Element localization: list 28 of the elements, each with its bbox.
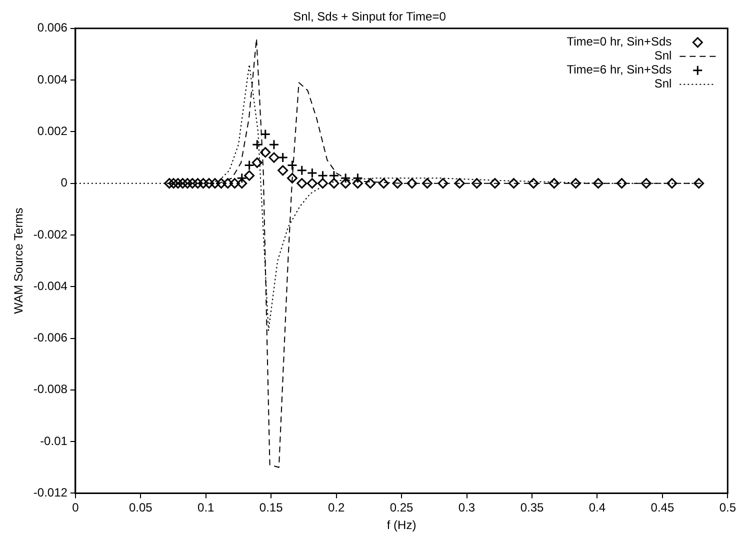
y-tick-label: -0.004 [33, 278, 68, 293]
x-tick-label: 0.25 [390, 500, 414, 515]
x-tick-label: 0.15 [259, 500, 284, 515]
x-tick-label: 0.45 [650, 500, 674, 515]
chart-title: Snl, Sds + Sinput for Time=0 [293, 10, 446, 24]
x-tick-label: 0.2 [328, 500, 345, 515]
y-tick-label: -0.012 [33, 486, 68, 500]
x-tick-label: 0.05 [128, 500, 153, 515]
y-axis-title: WAM Source Terms [12, 208, 26, 314]
x-tick-label: 0 [72, 500, 80, 515]
y-tick-label: 0.004 [37, 72, 68, 86]
y-tick-label: -0.006 [33, 330, 68, 345]
x-tick-label: 0.5 [719, 500, 736, 515]
x-tick-label: 0.4 [588, 500, 606, 515]
y-tick-label: 0.002 [37, 124, 68, 138]
x-tick-label: 0.35 [520, 500, 544, 515]
legend-label: Snl [654, 48, 672, 63]
y-tick-label: 0 [60, 176, 68, 190]
x-tick-label: 0.1 [198, 500, 215, 515]
x-tick-label: 0.3 [458, 500, 476, 515]
legend-label: Time=0 hr, Sin+Sds [566, 34, 672, 49]
legend-label: Time=6 hr, Sin+Sds [566, 62, 672, 77]
y-tick-label: -0.008 [33, 382, 68, 396]
y-tick-label: -0.002 [33, 227, 68, 242]
legend-label: Snl [654, 76, 672, 91]
y-tick-label: 0.006 [37, 20, 68, 35]
x-axis-title: f (Hz) [386, 518, 416, 532]
y-tick-label: -0.01 [40, 434, 68, 448]
